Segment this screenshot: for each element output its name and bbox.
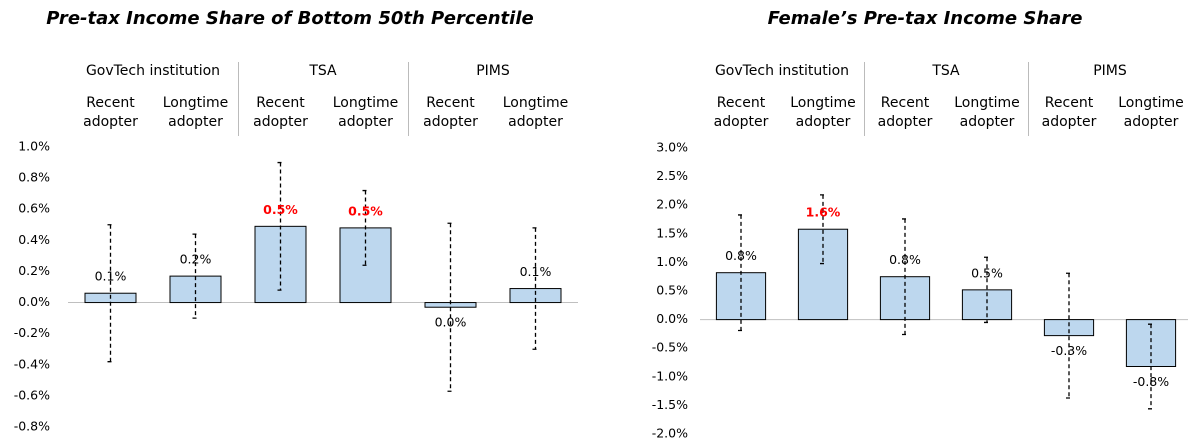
error-bar [1066, 272, 1072, 399]
error-bar [362, 189, 369, 266]
group-label: PIMS [1093, 63, 1127, 79]
x-tick-label: Recent adopter [423, 95, 478, 130]
error-bar [820, 194, 826, 265]
x-tick-label: Longtime adopter [502, 95, 569, 130]
y-tick-label: -0.2% [14, 325, 50, 340]
y-tick-label: -0.5% [652, 340, 688, 355]
value-label: -0.8% [1133, 374, 1169, 389]
y-tick-label: -1.5% [652, 397, 688, 412]
bar [1043, 319, 1095, 337]
x-tick-label: Recent adopter [83, 95, 138, 130]
error-bar [984, 256, 990, 324]
y-tick-label: 1.5% [656, 225, 688, 240]
error-bar [447, 222, 454, 392]
group-label: GovTech institution [714, 63, 850, 79]
group-label: TSA [932, 63, 960, 79]
y-tick-label: 0.2% [18, 263, 50, 278]
value-label: 0.2% [180, 252, 212, 267]
value-label: 0.8% [889, 252, 921, 267]
y-tick-label: 1.0% [18, 139, 50, 154]
value-label: -0.3% [1051, 343, 1087, 358]
error-bar [277, 161, 284, 291]
value-label: 0.5% [348, 203, 383, 218]
y-tick-label: -2.0% [652, 426, 688, 439]
x-tick-label: Longtime adopter [162, 95, 229, 130]
y-tick-label: -0.6% [14, 387, 50, 402]
y-tick-label: -0.4% [14, 356, 50, 371]
x-tick-label: Longtime adopter [1118, 95, 1184, 130]
x-tick-label: Recent adopter [877, 95, 933, 130]
group-label: GovTech institution [85, 63, 221, 79]
y-tick-label: 0.5% [656, 283, 688, 298]
y-tick-label: 0.8% [18, 170, 50, 185]
x-tick-label: Recent adopter [253, 95, 308, 130]
error-bar [738, 214, 744, 332]
value-label: 0.1% [520, 264, 552, 279]
x-tick-label: Longtime adopter [332, 95, 399, 130]
y-tick-label: 0.0% [18, 294, 50, 309]
value-label: 0.5% [263, 202, 298, 217]
y-tick-label: 3.0% [656, 140, 688, 155]
y-tick-label: 1.0% [656, 254, 688, 269]
x-tick-label: Recent adopter [1041, 95, 1097, 130]
x-tick-label: Recent adopter [713, 95, 769, 130]
error-bar [192, 233, 199, 319]
group-separator [408, 62, 409, 136]
value-label: 0.8% [725, 248, 757, 263]
value-label: 1.6% [806, 205, 841, 220]
y-tick-label: 2.0% [656, 197, 688, 212]
value-label: 0.0% [435, 315, 467, 330]
bar [797, 228, 849, 321]
value-label: 0.5% [971, 265, 1003, 280]
y-tick-label: 0.0% [656, 311, 688, 326]
group-separator [238, 62, 239, 136]
group-label: PIMS [476, 63, 510, 79]
chart-title: Female’s Pre-tax Income Share [767, 8, 1083, 29]
group-separator [864, 62, 865, 136]
error-bar [532, 227, 539, 350]
bar [509, 288, 562, 304]
chart-title: Pre-tax Income Share of Bottom 50th Perc… [46, 8, 534, 29]
group-separator [1028, 62, 1029, 136]
error-bar [902, 218, 908, 336]
y-tick-label: -1.0% [652, 368, 688, 383]
y-tick-label: 2.5% [656, 168, 688, 183]
y-tick-label: 0.4% [18, 232, 50, 247]
x-tick-label: Longtime adopter [790, 95, 856, 130]
x-tick-label: Longtime adopter [954, 95, 1020, 130]
error-bar [1148, 323, 1154, 410]
y-tick-label: -0.8% [14, 419, 50, 434]
group-label: TSA [309, 63, 337, 79]
y-tick-label: 0.6% [18, 201, 50, 216]
value-label: 0.1% [95, 269, 127, 284]
error-bar [107, 224, 114, 363]
